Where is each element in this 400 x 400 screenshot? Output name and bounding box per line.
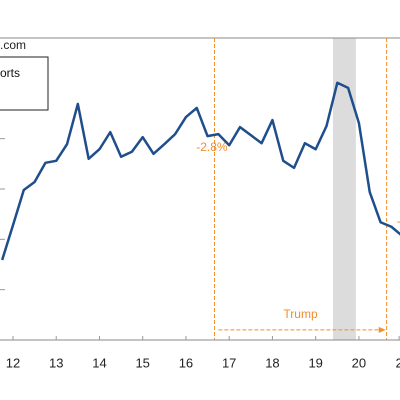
annotation: Trump <box>283 307 318 321</box>
legend-label: orts <box>0 66 20 80</box>
x-tick-label: 17 <box>222 355 236 370</box>
data-line <box>0 81 400 261</box>
x-tick-label: 14 <box>92 355 106 370</box>
legend-box <box>0 56 49 111</box>
annotation: - <box>397 214 400 228</box>
x-tick-label: 19 <box>308 355 322 370</box>
x-tick-label: 18 <box>265 355 279 370</box>
x-tick-label: 13 <box>49 355 63 370</box>
x-tick-label: 16 <box>179 355 193 370</box>
recession-shading <box>332 38 356 340</box>
x-tick-label: 2 <box>396 355 400 370</box>
annotation: -2.8% <box>196 140 228 154</box>
x-tick-label: 12 <box>6 355 20 370</box>
x-tick-label: 15 <box>135 355 149 370</box>
x-tick-label: 20 <box>352 355 366 370</box>
source-note: .com <box>0 38 26 52</box>
